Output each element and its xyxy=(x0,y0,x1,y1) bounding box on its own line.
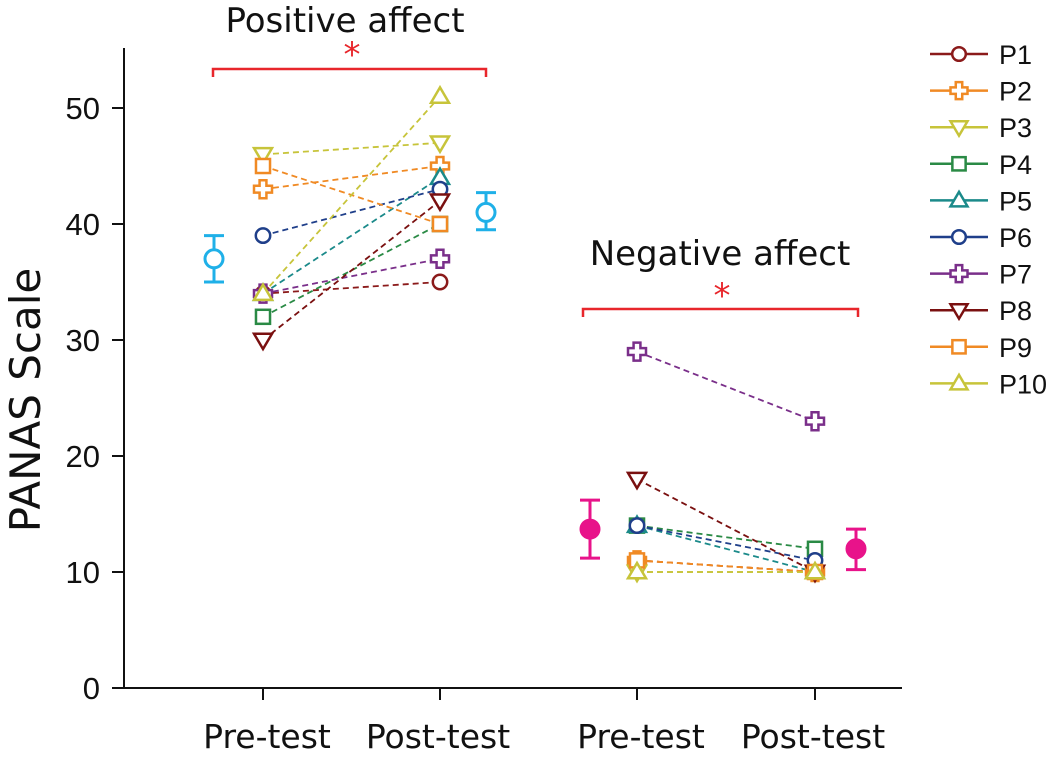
group-title-positive: Positive affect xyxy=(225,1,464,41)
legend-label: P8 xyxy=(999,296,1032,326)
y-tick-label: 50 xyxy=(66,91,100,126)
legend-item-p6: P6 xyxy=(930,223,1032,253)
legend-item-p4: P4 xyxy=(930,150,1032,180)
legend-label: P5 xyxy=(999,186,1032,216)
data-point-p3 xyxy=(251,146,275,166)
legend-label: P10 xyxy=(999,369,1047,399)
legend-item-p7: P7 xyxy=(930,260,1032,290)
significance-bracket xyxy=(211,67,488,77)
data-point-p9 xyxy=(254,157,272,175)
legend-marker xyxy=(948,303,970,322)
participant-line-p4 xyxy=(636,524,816,550)
group-means xyxy=(203,191,867,572)
legend-label: P9 xyxy=(999,333,1032,363)
significance-star: * xyxy=(714,276,731,316)
significance-bracket xyxy=(581,307,860,317)
data-point-p7 xyxy=(804,410,826,432)
y-tick-label: 20 xyxy=(66,439,100,474)
group-mean-point xyxy=(579,518,601,540)
y-tick-label: 0 xyxy=(83,671,100,706)
participant-line-p5 xyxy=(636,524,816,573)
participant-line-p9 xyxy=(636,559,816,573)
data-point-p7 xyxy=(626,341,648,362)
y-tick-label: 10 xyxy=(66,555,100,590)
group-title-negative: Negative affect xyxy=(590,234,851,274)
participant-line-p7 xyxy=(636,350,816,423)
legend: P1 P2 P3 P4 P5 P6 P7 P8 P9 P10 xyxy=(930,40,1047,399)
legend-item-p8: P8 xyxy=(930,296,1032,326)
x-category-label: Post-test xyxy=(741,717,885,756)
data-point-p10 xyxy=(803,560,827,580)
legend-item-p5: P5 xyxy=(930,186,1032,216)
legend-item-p10: P10 xyxy=(930,369,1047,399)
legend-marker xyxy=(948,189,970,208)
x-category-label: Pre-test xyxy=(203,717,331,756)
y-tick-label: 40 xyxy=(66,207,100,242)
data-point-p8 xyxy=(251,332,275,352)
data-point-p1 xyxy=(431,273,449,291)
significance-brackets: ** xyxy=(211,35,860,317)
data-point-p10 xyxy=(625,560,649,580)
x-categories: Pre-test Post-test Pre-test Post-test xyxy=(203,688,885,756)
participant-line-p6 xyxy=(636,524,816,562)
legend-label: P2 xyxy=(999,77,1032,107)
y-tick-label: 30 xyxy=(66,323,100,358)
legend-label: P4 xyxy=(999,150,1032,180)
data-point-p2 xyxy=(252,178,274,200)
x-category-label: Post-test xyxy=(366,717,510,756)
participant-line-p4 xyxy=(262,223,441,318)
legend-label: P7 xyxy=(999,260,1032,290)
data-point-p6 xyxy=(254,227,272,245)
data-point-p7 xyxy=(429,248,451,270)
legend-marker xyxy=(950,45,968,63)
legend-item-p2: P2 xyxy=(930,77,1032,107)
data-point-p3 xyxy=(428,135,452,155)
participant-line-p8 xyxy=(262,200,441,341)
data-point-p4 xyxy=(254,308,272,326)
participant-line-p7 xyxy=(262,257,441,295)
significance-star: * xyxy=(344,35,361,75)
legend-label: P3 xyxy=(999,113,1032,143)
participant-lines xyxy=(262,95,816,573)
legend-label: P1 xyxy=(999,40,1032,70)
legend-marker xyxy=(949,80,969,101)
participant-line-p1 xyxy=(262,281,441,295)
data-point-p8 xyxy=(625,471,649,491)
participant-line-p6 xyxy=(262,188,441,237)
group-mean-point xyxy=(203,248,225,270)
legend-marker xyxy=(948,120,970,139)
legend-marker xyxy=(951,155,967,172)
data-point-p6 xyxy=(628,517,646,535)
participant-line-p2 xyxy=(262,165,441,191)
group-mean-point xyxy=(475,201,497,223)
legend-item-p3: P3 xyxy=(930,113,1032,143)
participant-line-p8 xyxy=(636,478,816,573)
legend-item-p1: P1 xyxy=(930,40,1032,70)
legend-marker xyxy=(950,228,968,246)
legend-marker xyxy=(951,338,967,355)
legend-marker xyxy=(948,372,970,391)
participant-line-p5 xyxy=(262,176,441,295)
data-point-p10 xyxy=(428,84,452,104)
data-point-p9 xyxy=(431,215,449,233)
data-point-p8 xyxy=(428,193,452,213)
participant-markers xyxy=(251,84,827,584)
participant-line-p3 xyxy=(262,141,441,156)
legend-marker xyxy=(949,263,969,284)
x-category-label: Pre-test xyxy=(577,717,705,756)
legend-label: P6 xyxy=(999,223,1032,253)
data-point-p10 xyxy=(251,282,275,302)
participant-line-p10 xyxy=(262,95,441,295)
y-axis-label: PANAS Scale xyxy=(1,268,50,533)
y-ticks: 0 10 20 30 40 50 xyxy=(66,91,124,706)
legend-item-p9: P9 xyxy=(930,333,1032,363)
group-mean-point xyxy=(845,538,867,560)
